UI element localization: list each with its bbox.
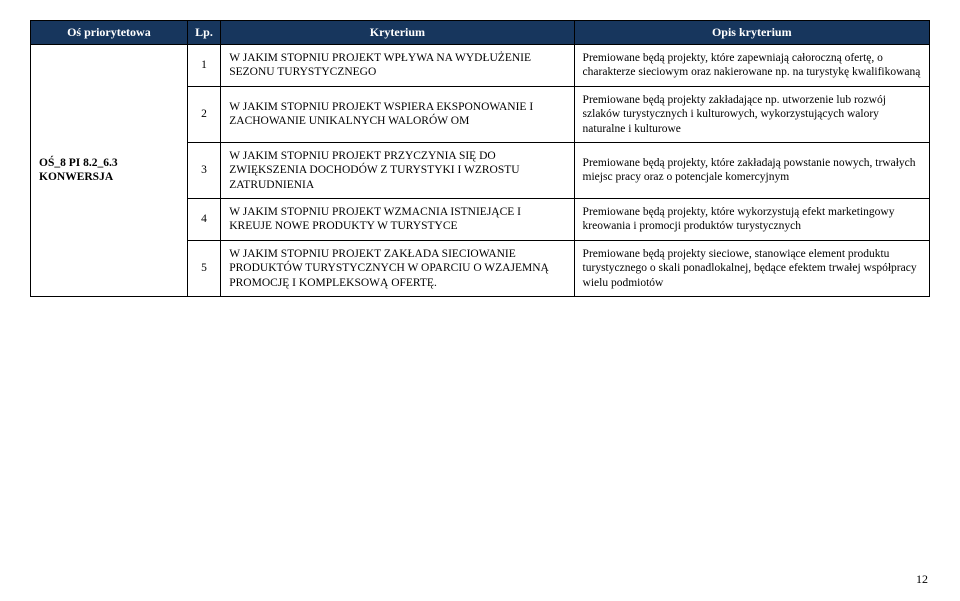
criterion-cell: W JAKIM STOPNIU PROJEKT PRZYCZYNIA SIĘ D… <box>221 142 574 198</box>
page-number: 12 <box>916 572 928 587</box>
desc-cell: Premiowane będą projekty, które zapewnia… <box>574 45 929 87</box>
axis-label-cell: OŚ_8 PI 8.2_6.3 KONWERSJA <box>31 45 188 297</box>
criteria-table: Oś priorytetowa Lp. Kryterium Opis kryte… <box>30 20 930 297</box>
criterion-cell: W JAKIM STOPNIU PROJEKT WPŁYWA NA WYDŁUŻ… <box>221 45 574 87</box>
lp-cell: 5 <box>187 240 220 296</box>
criterion-cell: W JAKIM STOPNIU PROJEKT WSPIERA EKSPONOW… <box>221 86 574 142</box>
lp-cell: 1 <box>187 45 220 87</box>
table-header-row: Oś priorytetowa Lp. Kryterium Opis kryte… <box>31 21 930 45</box>
desc-cell: Premiowane będą projekty, które wykorzys… <box>574 199 929 241</box>
table-row: OŚ_8 PI 8.2_6.3 KONWERSJA 1 W JAKIM STOP… <box>31 45 930 87</box>
criterion-cell: W JAKIM STOPNIU PROJEKT WZMACNIA ISTNIEJ… <box>221 199 574 241</box>
lp-cell: 3 <box>187 142 220 198</box>
lp-cell: 4 <box>187 199 220 241</box>
header-criterion: Kryterium <box>221 21 574 45</box>
criterion-cell: W JAKIM STOPNIU PROJEKT ZAKŁADA SIECIOWA… <box>221 240 574 296</box>
desc-cell: Premiowane będą projekty sieciowe, stano… <box>574 240 929 296</box>
lp-cell: 2 <box>187 86 220 142</box>
header-desc: Opis kryterium <box>574 21 929 45</box>
header-axis: Oś priorytetowa <box>31 21 188 45</box>
desc-cell: Premiowane będą projekty zakładające np.… <box>574 86 929 142</box>
desc-cell: Premiowane będą projekty, które zakładaj… <box>574 142 929 198</box>
header-lp: Lp. <box>187 21 220 45</box>
